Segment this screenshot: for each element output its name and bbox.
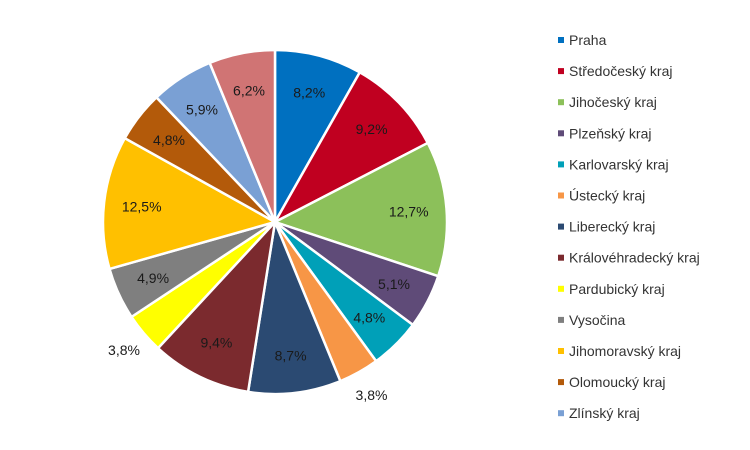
slice-label-3: 12,7% xyxy=(389,204,429,220)
slice-label-5: 4,8% xyxy=(353,310,385,326)
legend: Praha Středočeský kraj Jihočeský kraj Plzeň… xyxy=(558,32,700,421)
pie-slice-7 xyxy=(246,220,342,396)
pie-slice-11 xyxy=(101,136,277,271)
legend-swatch-7 xyxy=(558,223,564,230)
legend-label-4: Plzeňský kraj xyxy=(569,125,651,141)
legend-label-12: Olomoucký kraj xyxy=(569,374,665,390)
pie-slice-2 xyxy=(273,71,430,224)
legend-swatch-12 xyxy=(558,379,564,386)
slice-label-13: 5,9% xyxy=(186,101,218,117)
legend-label-8: Královéhradecký kraj xyxy=(569,250,700,266)
slice-label-9: 3,8% xyxy=(108,342,140,358)
legend-swatch-5 xyxy=(558,161,564,168)
slice-label-2: 9,2% xyxy=(356,121,388,137)
slice-label-6: 3,8% xyxy=(356,387,388,403)
pie-slice-1 xyxy=(273,48,361,224)
pie-data-labels: 8,2% 9,2% 12,7% 5,1% 4,8% 3,8% 8,7% 9,4% 3,8% 4,9… xyxy=(108,82,429,403)
legend-label-9: Pardubický kraj xyxy=(569,281,665,297)
slice-label-11: 12,5% xyxy=(122,198,162,214)
pie-slice-3 xyxy=(273,141,449,278)
slice-label-4: 5,1% xyxy=(378,276,410,292)
legend-label-7: Liberecký kraj xyxy=(569,219,655,235)
legend-swatch-8 xyxy=(558,254,564,261)
legend-swatch-9 xyxy=(558,285,564,292)
legend-label-10: Vysočina xyxy=(569,312,626,328)
legend-swatch-13 xyxy=(558,410,564,417)
legend-swatch-2 xyxy=(558,68,564,75)
legend-swatch-3 xyxy=(558,99,564,106)
pie-slice-8 xyxy=(156,220,277,394)
legend-swatch-1 xyxy=(558,37,564,43)
pie-slices xyxy=(101,48,449,396)
legend-label-5: Karlovarský kraj xyxy=(569,156,669,172)
slice-label-1: 8,2% xyxy=(293,84,325,100)
legend-label-2: Středočeský kraj xyxy=(569,63,672,79)
slice-label-10: 4,9% xyxy=(137,270,169,286)
legend-label-3: Jihočeský kraj xyxy=(569,94,657,110)
slice-label-14: 6,2% xyxy=(233,82,265,98)
slice-label-12: 4,8% xyxy=(153,132,185,148)
legend-label-6: Ústecký kraj xyxy=(569,188,645,204)
legend-swatch-4 xyxy=(558,130,564,137)
legend-swatch-6 xyxy=(558,192,564,199)
legend-label-11: Jihomoravský kraj xyxy=(569,343,681,359)
legend-swatch-10 xyxy=(558,316,564,323)
legend-swatch-11 xyxy=(558,348,564,354)
legend-label-13: Zlínský kraj xyxy=(569,405,640,421)
slice-label-7: 8,7% xyxy=(275,347,307,363)
legend-label-1: Praha xyxy=(569,32,607,48)
pie-slice-14 xyxy=(208,48,277,224)
slice-label-8: 9,4% xyxy=(200,335,232,351)
